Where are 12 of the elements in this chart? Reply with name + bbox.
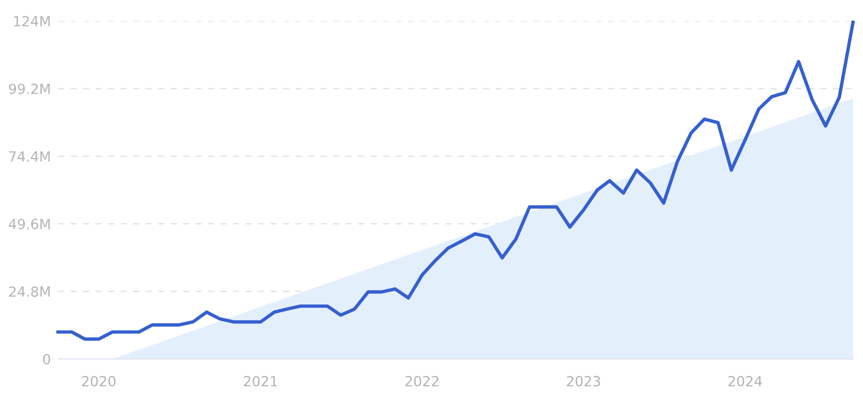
y-tick-label: 49.6M — [8, 218, 50, 230]
x-tick-label: 2024 — [728, 376, 762, 386]
y-tick-label: 99.2M — [9, 84, 50, 94]
y-tick-label: 0 — [43, 354, 50, 364]
x-tick-label: 2020 — [82, 376, 116, 386]
x-tick-label: 2023 — [566, 376, 600, 386]
y-tick-label: 124M — [14, 16, 50, 26]
y-tick-label: 74.4M — [9, 151, 50, 162]
x-tick-label: 2021 — [244, 376, 278, 386]
x-tick-label: 2022 — [405, 376, 438, 386]
y-tick-label: 24.8M — [9, 286, 50, 297]
line-series — [56, 20, 855, 341]
